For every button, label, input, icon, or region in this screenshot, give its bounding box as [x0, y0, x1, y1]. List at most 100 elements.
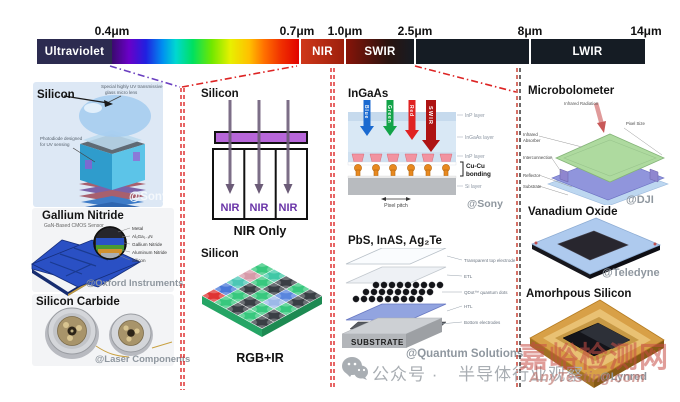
ingaas-title: InGaAs	[348, 88, 389, 100]
vanadium-oxide-title: Vanadium Oxide	[528, 206, 618, 218]
sony-swir-attribution: @Sony	[467, 198, 503, 210]
vanadium-oxide-chip-illustration: @Teledyne	[531, 217, 662, 279]
label-si: Si layer	[465, 184, 482, 190]
htl-sheet	[345, 303, 447, 321]
ir-radiation-arrowhead	[597, 121, 606, 133]
gold-wires	[95, 341, 173, 358]
bar-divider-0-7um	[299, 39, 301, 64]
tick-0-7um: 0.7μm	[279, 24, 315, 38]
column-separator-nir-swir	[330, 68, 335, 390]
wechat-icon	[342, 357, 368, 380]
tick-1-0um: 1.0μm	[327, 24, 363, 38]
photodiode-cube	[80, 130, 145, 190]
photodiode-note-leader	[72, 147, 96, 163]
rgb-ir-caption: RGB+IR	[236, 351, 284, 365]
arrow-label-swir: SWIR	[427, 106, 433, 125]
pixel-size-measure-line	[623, 127, 663, 156]
connector-swir-to-lwir-panel	[414, 65, 517, 93]
gan-layer-si: Silicon	[132, 258, 146, 263]
label-htl: HTL	[464, 304, 473, 309]
site-watermark: 嘉峪检测网	[519, 342, 670, 374]
interconnect-post-left	[559, 168, 569, 183]
qd-layer-labels: Transparent top electrode ETL QDot™ quan…	[464, 258, 516, 325]
band-lwir: LWIR	[530, 39, 645, 64]
to-can-package-2	[109, 313, 153, 356]
vox-chip-base-right	[590, 245, 660, 279]
inp-top-layer	[348, 112, 456, 121]
lens-note-line1: Special highly UV transmissive	[101, 84, 163, 89]
interconnect-post-right	[649, 168, 659, 183]
bond-interface	[347, 161, 457, 166]
sensor-die-sheen	[580, 323, 630, 349]
label-reflector: Reflector	[523, 173, 541, 178]
substrate-block	[342, 317, 443, 348]
band-swir: SWIR	[345, 39, 415, 64]
vox-sensor-die	[557, 230, 629, 261]
light-ray-arrows	[228, 100, 290, 184]
uv-silicon-title: Silicon	[37, 89, 75, 101]
lens-note-line2: glass micro lens	[105, 90, 138, 95]
pixel-pitch-label: Pixel pitch	[384, 203, 408, 209]
microbolometer-title: Microbolometer	[528, 85, 615, 97]
sic-title: Silicon Carbide	[36, 296, 120, 308]
label-interconnection: Interconnection	[523, 155, 553, 160]
mosaic-edge-left	[202, 296, 262, 337]
label-bonding-2: bonding	[466, 171, 491, 178]
tick-0-4um: 0.4μm	[94, 24, 130, 38]
photodiode-note-line1: Photodiode designed	[40, 136, 83, 141]
quantum-dot-stack-diagram: SUBSTRATE Transparent top electrode ETL …	[342, 248, 516, 348]
substrate-label: SUBSTRATE	[351, 338, 404, 347]
sony-attribution: @Sony	[129, 191, 163, 203]
lynred-attribution: @Lynred	[600, 371, 647, 383]
nir-pass-filter-bar	[214, 131, 308, 144]
label-absorber-2: Absorber	[523, 138, 541, 143]
label-etl: ETL	[464, 274, 473, 279]
rgbir-silicon-title: Silicon	[201, 248, 239, 260]
teledyne-attribution: @Teledyne	[602, 267, 660, 279]
column-separator-uv-nir	[180, 88, 185, 390]
label-substrate: Substrate	[523, 184, 542, 189]
quantum-dot-title: PbS, InAS, Ag₂Te	[348, 235, 442, 247]
nir-cell-labels: NIR NIR NIR	[221, 202, 298, 214]
package-edge-left	[530, 338, 594, 388]
ingaas-stack-diagram: Blue Green Red SWIR InP layer InGaAs lay…	[347, 100, 503, 210]
label-pixel-size: Pixel Size	[626, 121, 645, 126]
label-infrared-radiation: Infrared Radiation	[564, 101, 599, 106]
photodiode-note-line2: for UV sensing	[40, 142, 70, 147]
bolometer-leaders	[538, 135, 583, 196]
micro-lens-overlay	[201, 262, 323, 330]
rgb-ir-mosaic-illustration	[201, 262, 323, 337]
nir-cell-label-1: NIR	[221, 202, 240, 214]
site-url-watermark: AnyTesting.com	[529, 369, 646, 386]
tick-14um: 14μm	[630, 24, 662, 38]
label-inp-bottom: InP layer	[465, 154, 485, 160]
uv-silicon-sensor-illustration: Special highly UV transmissive glass mic…	[33, 82, 163, 207]
tick-8um: 8μm	[517, 24, 543, 38]
ir-radiation-arrow-shaft	[593, 102, 605, 126]
label-inp-top: InP layer	[465, 113, 485, 119]
gan-layer-leaders	[117, 227, 131, 261]
oxford-attribution: @Oxford Instruments	[86, 278, 184, 289]
gan-layer-labels: Metal AlₓGa₁₋ₓN Gallium Nitride Aluminum…	[132, 226, 167, 263]
cu-pillars	[354, 164, 450, 177]
absorber-inner-edge	[563, 139, 657, 177]
nir-only-caption: NIR Only	[233, 224, 287, 238]
bond-line	[347, 175, 457, 179]
nir-silicon-title: Silicon	[201, 88, 239, 100]
bolometer-labels: Infrared Absorber Interconnection Reflec…	[523, 132, 553, 189]
dji-attribution: @DJI	[626, 194, 654, 205]
quantum-dot-spheres	[352, 281, 444, 303]
layer-leaders	[457, 114, 463, 187]
gan-cross-section-magnifier	[93, 226, 127, 260]
label-top-electrode: Transparent top electrode	[464, 258, 516, 263]
mosaic-edge-right	[262, 296, 322, 337]
nir-only-pixel-diagram: NIR NIR NIR	[212, 100, 308, 220]
transparent-top-electrode-sheet	[345, 248, 447, 265]
label-qdot: QDot™ quantum dots	[464, 290, 508, 295]
gan-layer-gan: Gallium Nitride	[132, 242, 163, 247]
etl-sheet	[345, 266, 447, 284]
label-bottom-electrodes: Bottom electrodes	[464, 320, 501, 325]
label-ingaas: InGaAs layer	[465, 135, 494, 141]
gan-title: Gallium Nitride	[42, 210, 124, 222]
band-nir: NIR	[300, 39, 345, 64]
